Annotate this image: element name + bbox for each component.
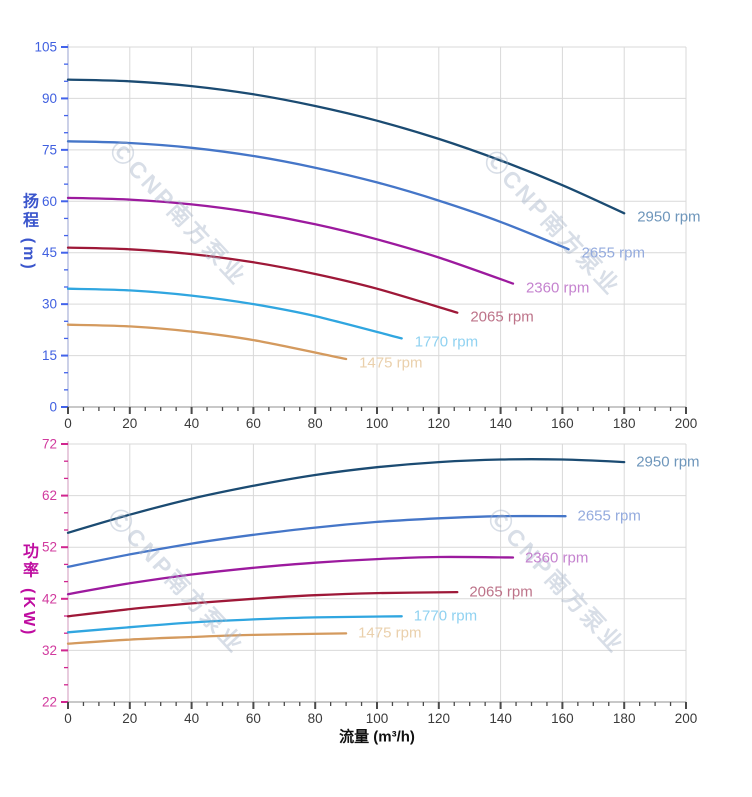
y-tick-label: 105 xyxy=(34,40,57,55)
head-label-2065rpm: 2065 rpm xyxy=(470,308,534,326)
x-tick-label: 80 xyxy=(308,416,323,431)
x-tick-label: 0 xyxy=(64,711,72,726)
y-tick-label: 30 xyxy=(42,297,57,312)
power-label-2065rpm: 2065 rpm xyxy=(469,583,533,601)
power-label-2655rpm: 2655 rpm xyxy=(577,507,641,525)
y-tick-label: 32 xyxy=(42,643,57,658)
power-label-2360rpm: 2360 rpm xyxy=(524,549,589,567)
y-tick-label: 42 xyxy=(42,591,57,606)
x-tick-label: 60 xyxy=(246,711,261,726)
flow-axis-title: 流量 (m³/h) xyxy=(339,728,415,746)
y-tick-label: 45 xyxy=(42,245,57,260)
y-tick-label: 22 xyxy=(42,695,57,710)
curve-1770rpm xyxy=(66,615,403,634)
x-tick-label: 140 xyxy=(489,711,512,726)
curve-1475rpm xyxy=(66,632,348,645)
curve-2655rpm xyxy=(66,140,570,251)
head-label-2950rpm: 2950 rpm xyxy=(637,208,701,226)
head-label-1770rpm: 1770 rpm xyxy=(414,333,479,351)
x-tick-label: 100 xyxy=(366,416,389,431)
x-tick-label: 0 xyxy=(64,416,72,431)
curve-2360rpm xyxy=(66,555,515,596)
y-tick-label: 52 xyxy=(42,540,57,555)
x-tick-label: 60 xyxy=(246,416,261,431)
y-tick-label: 75 xyxy=(42,142,57,157)
power-label-1475rpm: 1475 rpm xyxy=(358,624,422,642)
y-tick-label: 90 xyxy=(42,91,57,106)
curve-2655rpm xyxy=(66,514,567,568)
x-tick-label: 40 xyxy=(184,416,199,431)
y-tick-label: 0 xyxy=(49,400,57,415)
curve-2950rpm xyxy=(66,458,626,534)
x-tick-label: 20 xyxy=(122,711,137,726)
x-tick-label: 200 xyxy=(675,711,698,726)
head-label-2360rpm: 2360 rpm xyxy=(525,279,590,297)
y-tick-label: 72 xyxy=(42,437,57,452)
power-label-1770rpm: 1770 rpm xyxy=(413,607,478,625)
x-tick-label: 40 xyxy=(184,711,199,726)
curve-2065rpm xyxy=(66,590,459,618)
head-label-2655rpm: 2655 rpm xyxy=(581,244,645,262)
x-tick-label: 120 xyxy=(428,711,451,726)
y-tick-label: 62 xyxy=(42,488,57,503)
curve-2360rpm xyxy=(66,196,515,285)
x-tick-label: 140 xyxy=(489,416,512,431)
x-tick-label: 100 xyxy=(366,711,389,726)
head-plot: 0 15 30 45 60 75 90 105 0 20 40 60 80 100 120 140 160 180… xyxy=(34,40,697,432)
x-tick-label: 20 xyxy=(122,416,137,431)
x-tick-label: 180 xyxy=(613,416,636,431)
curve-1770rpm xyxy=(66,287,403,340)
x-tick-label: 200 xyxy=(675,416,698,431)
power-axis-title: 功率 (KW) xyxy=(20,542,37,638)
x-tick-label: 180 xyxy=(613,711,636,726)
y-tick-label: 15 xyxy=(42,348,57,363)
y-tick-label: 60 xyxy=(42,194,57,209)
power-plot: 22 32 42 52 62 72 0 20 40 60 80 100 120 140 160 180 200 xyxy=(42,437,697,727)
curve-1475rpm xyxy=(66,323,348,361)
head-label-1475rpm: 1475 rpm xyxy=(359,354,423,372)
x-tick-label: 120 xyxy=(428,416,451,431)
x-tick-label: 160 xyxy=(551,416,574,431)
head-axis-title: 扬程 (m) xyxy=(20,192,37,272)
curve-2950rpm xyxy=(66,78,626,215)
curve-2065rpm xyxy=(66,246,459,314)
x-tick-label: 160 xyxy=(551,711,574,726)
x-tick-label: 80 xyxy=(308,711,323,726)
power-label-2950rpm: 2950 rpm xyxy=(636,453,700,471)
